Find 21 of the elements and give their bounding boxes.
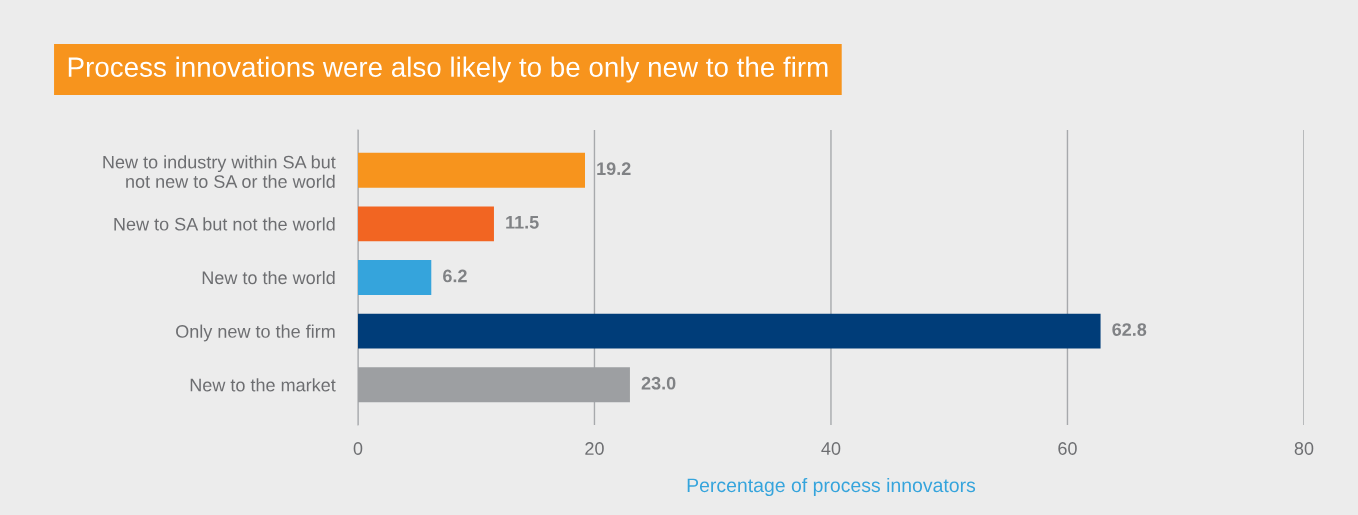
x-tick-label: 60 <box>1058 442 1077 455</box>
x-tick-label: 40 <box>821 442 841 455</box>
x-tick-label: 20 <box>585 442 604 455</box>
bar <box>357 206 494 242</box>
chart-title: Process innovations were also likely to be only new to the firm <box>68 56 828 83</box>
y-tick-label: New to SA but not the world <box>114 217 335 231</box>
x-tick-label: 80 <box>1294 442 1314 455</box>
x-axis-title: Percentage of process innovators <box>687 477 976 497</box>
bar <box>357 152 585 188</box>
x-tick-label: 0 <box>353 442 363 455</box>
y-tick-label: New to industry within SA but not new to SA or the world <box>103 155 336 188</box>
bar <box>357 260 432 295</box>
y-tick-label: New to the world <box>202 270 335 285</box>
data-label: 19.2 <box>597 162 631 176</box>
data-label: 62.8 <box>1112 323 1147 336</box>
data-label: 11.5 <box>506 216 539 229</box>
data-label: 23.0 <box>641 376 676 390</box>
y-tick-label: New to the market <box>190 378 336 392</box>
bar <box>357 313 1101 349</box>
y-tick-label: Only new to the firm <box>176 324 335 342</box>
data-label: 6.2 <box>443 269 467 283</box>
